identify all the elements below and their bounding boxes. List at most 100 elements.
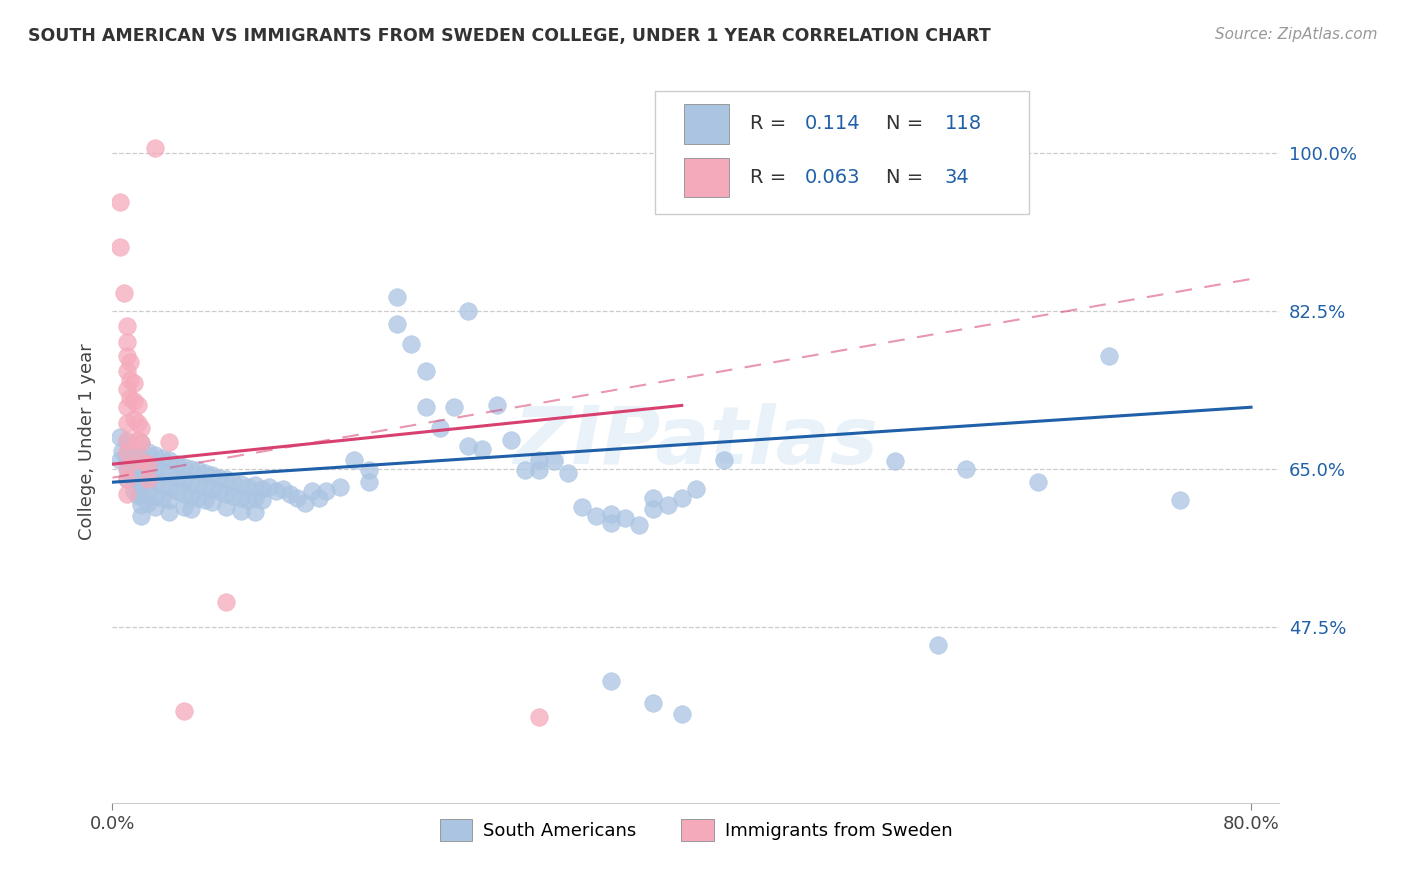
Point <box>671 707 693 722</box>
Point <box>129 487 152 501</box>
Point <box>118 468 141 483</box>
Point <box>557 466 579 480</box>
Point <box>115 473 138 487</box>
Point <box>243 505 266 519</box>
Point <box>280 487 302 501</box>
Point <box>180 461 202 475</box>
Point <box>115 454 138 468</box>
Point <box>136 484 159 499</box>
Point <box>529 452 551 467</box>
Point <box>271 482 294 496</box>
Point <box>115 434 138 449</box>
Point <box>215 473 238 487</box>
Text: R =: R = <box>749 114 792 134</box>
Point <box>173 487 195 501</box>
Point <box>415 364 437 378</box>
Point <box>122 459 145 474</box>
Point <box>222 475 245 490</box>
Point <box>884 454 907 468</box>
Point <box>643 491 665 505</box>
Point <box>115 364 138 378</box>
Point <box>485 398 508 412</box>
Point <box>357 463 380 477</box>
Point <box>243 478 266 492</box>
Point <box>129 436 152 450</box>
Point <box>127 489 149 503</box>
Point <box>628 517 651 532</box>
Point <box>208 484 231 499</box>
Point <box>122 484 145 499</box>
Legend: South Americans, Immigrants from Sweden: South Americans, Immigrants from Sweden <box>433 812 959 848</box>
Point <box>499 433 522 447</box>
Point <box>643 502 665 516</box>
Point <box>115 318 138 333</box>
Point <box>257 480 280 494</box>
Point <box>111 443 134 458</box>
Bar <box>685 104 728 144</box>
Point <box>115 417 138 431</box>
Point <box>187 463 209 477</box>
Point <box>927 638 949 652</box>
Point <box>613 511 636 525</box>
Point <box>118 355 141 369</box>
Point <box>122 412 145 426</box>
Text: ZIPatlas: ZIPatlas <box>513 402 879 481</box>
Point <box>643 697 665 711</box>
Point <box>294 496 316 510</box>
Point <box>201 467 224 482</box>
Point <box>127 448 149 462</box>
Point <box>415 401 437 415</box>
Point <box>955 461 977 475</box>
Point <box>115 448 138 462</box>
Point <box>208 471 231 485</box>
Point <box>157 505 180 519</box>
Point <box>657 498 679 512</box>
Point <box>301 484 323 499</box>
Point <box>143 500 166 514</box>
Point <box>112 285 135 300</box>
Point <box>115 459 138 474</box>
Point <box>115 401 138 415</box>
Point <box>187 491 209 505</box>
Point <box>471 442 494 456</box>
Point <box>150 478 173 492</box>
Point <box>166 484 188 499</box>
Point <box>143 141 166 155</box>
Point <box>457 439 479 453</box>
Point <box>122 376 145 390</box>
Point <box>115 335 138 350</box>
Point <box>173 473 195 487</box>
Bar <box>685 158 728 197</box>
Point <box>215 595 238 609</box>
Y-axis label: College, Under 1 year: College, Under 1 year <box>77 343 96 540</box>
Point <box>1168 493 1191 508</box>
Point <box>115 487 138 501</box>
Point <box>108 195 131 210</box>
Point <box>166 471 188 485</box>
Point <box>529 463 551 477</box>
Point <box>115 463 138 477</box>
Point <box>443 401 465 415</box>
Point <box>118 442 141 456</box>
Point <box>108 430 131 444</box>
Point <box>264 484 287 499</box>
Point <box>287 491 309 505</box>
Text: R =: R = <box>749 168 792 187</box>
Point <box>599 516 621 530</box>
Point <box>571 500 593 514</box>
Point <box>429 421 451 435</box>
Text: 34: 34 <box>945 168 969 187</box>
Point <box>136 473 159 487</box>
Point <box>157 493 180 508</box>
Point <box>136 459 159 474</box>
Point <box>229 491 252 505</box>
Point <box>136 457 159 471</box>
Point <box>136 473 159 487</box>
Point <box>194 466 217 480</box>
Point <box>129 436 152 450</box>
Point <box>118 391 141 405</box>
Point <box>180 475 202 490</box>
Point <box>143 448 166 462</box>
Point <box>157 466 180 480</box>
Point <box>194 493 217 508</box>
